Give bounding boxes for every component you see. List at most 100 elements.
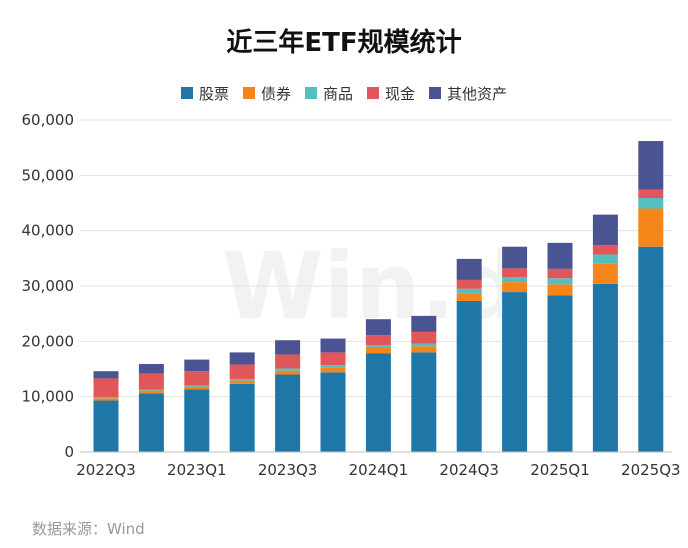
bar-stack-2024Q2 bbox=[411, 315, 437, 452]
bar-2023Q4-series-1 bbox=[320, 367, 346, 373]
bar-2023Q4-series-0 bbox=[320, 372, 346, 452]
bar-2024Q2-series-2 bbox=[411, 343, 437, 347]
bar-2024Q2-series-4 bbox=[411, 315, 437, 332]
bar-stack-2024Q1 bbox=[365, 319, 391, 452]
bar-2023Q2-series-3 bbox=[229, 364, 255, 379]
y-tick-label-6: 60,000 bbox=[22, 111, 75, 129]
legend-swatch-2 bbox=[305, 87, 317, 99]
chart-legend: 股票 债券 商品 现金 其他资产 bbox=[181, 85, 507, 103]
bar-2025Q2-series-3 bbox=[592, 245, 618, 255]
x-axis: 2022Q3 2023Q1 2023Q3 2024Q1 2024Q3 2025Q1 2025… bbox=[76, 461, 680, 479]
bar-stack-2025Q1 bbox=[547, 242, 573, 452]
y-axis: 0 10,000 20,000 30,000 40,000 50,000 60,000 bbox=[22, 111, 75, 461]
bar-stack-2023Q2 bbox=[229, 352, 255, 452]
bar-2022Q4-series-4 bbox=[138, 364, 164, 374]
bar-stack-2023Q4 bbox=[320, 338, 346, 452]
bar-2024Q4-series-2 bbox=[502, 277, 528, 283]
legend-swatch-1 bbox=[243, 87, 255, 99]
bar-2025Q2-series-0 bbox=[592, 283, 618, 452]
bar-2023Q3-series-4 bbox=[275, 340, 301, 355]
bar-2024Q1-series-4 bbox=[365, 319, 391, 336]
x-tick-label-8: 2024Q3 bbox=[439, 461, 499, 479]
bar-2025Q2-series-4 bbox=[592, 214, 618, 246]
bar-2024Q1-series-2 bbox=[365, 345, 391, 348]
legend-label-4: 其他资产 bbox=[447, 85, 507, 103]
bar-2023Q4-series-2 bbox=[320, 365, 346, 368]
bar-2025Q2-series-2 bbox=[592, 254, 618, 264]
bar-2022Q4-series-0 bbox=[138, 393, 164, 452]
bar-2025Q1-series-4 bbox=[547, 242, 573, 269]
source-note: 数据来源：Wind bbox=[32, 520, 145, 538]
bar-stack-2024Q4 bbox=[502, 246, 528, 452]
bar-2025Q1-series-0 bbox=[547, 295, 573, 452]
bar-2022Q3-series-0 bbox=[93, 400, 119, 452]
bar-2024Q2-series-1 bbox=[411, 346, 437, 353]
y-tick-label-2: 20,000 bbox=[22, 332, 75, 350]
bar-2025Q1-series-3 bbox=[547, 268, 573, 279]
chart-title: 近三年ETF规模统计 bbox=[226, 27, 461, 58]
bar-2024Q4-series-4 bbox=[502, 246, 528, 269]
bar-2023Q3-series-3 bbox=[275, 354, 301, 369]
y-tick-label-3: 30,000 bbox=[22, 277, 75, 295]
legend-label-1: 债券 bbox=[261, 85, 291, 103]
bar-2023Q2-series-4 bbox=[229, 352, 255, 365]
legend-swatch-0 bbox=[181, 87, 193, 99]
bar-2023Q2-series-0 bbox=[229, 383, 255, 452]
bar-stack-2023Q3 bbox=[275, 340, 301, 452]
legend-label-2: 商品 bbox=[323, 85, 353, 103]
bar-2024Q3-series-0 bbox=[456, 300, 482, 452]
bar-2022Q4-series-3 bbox=[138, 373, 164, 390]
x-tick-label-2: 2023Q1 bbox=[167, 461, 227, 479]
bar-2025Q3-series-0 bbox=[638, 246, 664, 452]
bar-2024Q4-series-0 bbox=[502, 292, 528, 452]
bar-2023Q1-series-4 bbox=[184, 359, 210, 372]
bar-2023Q3-series-1 bbox=[275, 370, 301, 375]
bar-2025Q1-series-2 bbox=[547, 278, 573, 285]
bar-2024Q2-series-3 bbox=[411, 331, 437, 344]
x-tick-label-10: 2025Q1 bbox=[530, 461, 590, 479]
bar-2023Q3-series-2 bbox=[275, 368, 301, 371]
bar-2023Q2-series-2 bbox=[229, 378, 255, 381]
bar-2025Q3-series-2 bbox=[638, 198, 664, 209]
bar-stack-2025Q3 bbox=[638, 141, 664, 452]
bar-2024Q3-series-4 bbox=[456, 258, 482, 280]
bar-2023Q3-series-0 bbox=[275, 374, 301, 452]
bar-2023Q1-series-2 bbox=[184, 385, 210, 387]
bar-2022Q3-series-4 bbox=[93, 371, 119, 379]
bar-2025Q3-series-3 bbox=[638, 189, 664, 199]
y-tick-label-4: 40,000 bbox=[22, 222, 75, 240]
bar-2023Q1-series-1 bbox=[184, 386, 210, 390]
bars bbox=[93, 141, 664, 452]
bar-2024Q2-series-0 bbox=[411, 352, 437, 452]
y-tick-label-5: 50,000 bbox=[22, 166, 75, 184]
bar-stack-2023Q1 bbox=[184, 359, 210, 452]
bar-2023Q1-series-0 bbox=[184, 389, 210, 452]
bar-stack-2025Q2 bbox=[592, 214, 618, 452]
bar-2024Q1-series-0 bbox=[365, 353, 391, 452]
bar-2024Q3-series-3 bbox=[456, 279, 482, 289]
x-tick-label-6: 2024Q1 bbox=[349, 461, 409, 479]
bar-stack-2024Q3 bbox=[456, 258, 482, 452]
y-tick-label-0: 0 bbox=[64, 443, 74, 461]
bar-2022Q4-series-2 bbox=[138, 389, 164, 391]
bar-2025Q3-series-1 bbox=[638, 208, 664, 247]
legend-swatch-3 bbox=[367, 87, 379, 99]
bar-2024Q1-series-1 bbox=[365, 347, 391, 354]
bar-2023Q2-series-1 bbox=[229, 380, 255, 384]
bar-2025Q3-series-4 bbox=[638, 141, 664, 190]
bar-2023Q1-series-3 bbox=[184, 371, 210, 386]
bar-2024Q3-series-1 bbox=[456, 293, 482, 301]
x-tick-label-0: 2022Q3 bbox=[76, 461, 136, 479]
bar-2025Q2-series-1 bbox=[592, 263, 618, 284]
x-tick-label-12: 2025Q3 bbox=[621, 461, 681, 479]
bar-stack-2022Q3 bbox=[93, 371, 119, 452]
bar-2022Q3-series-2 bbox=[93, 397, 119, 399]
legend-label-3: 现金 bbox=[385, 85, 415, 103]
legend-label-0: 股票 bbox=[199, 85, 229, 103]
legend-swatch-4 bbox=[429, 87, 441, 99]
bar-stack-2022Q4 bbox=[138, 364, 164, 452]
bar-2023Q4-series-3 bbox=[320, 352, 346, 366]
y-tick-label-1: 10,000 bbox=[22, 388, 75, 406]
bar-2024Q4-series-1 bbox=[502, 282, 528, 293]
